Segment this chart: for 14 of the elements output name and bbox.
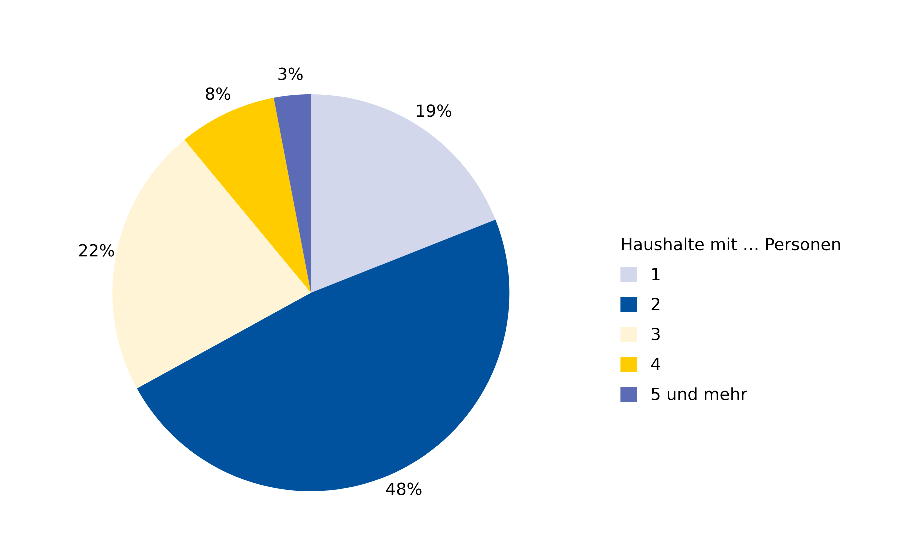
data-label: 22% bbox=[79, 244, 114, 257]
data-label: 19% bbox=[417, 104, 452, 118]
data-label: 48% bbox=[386, 482, 422, 496]
pie-slice bbox=[274, 94, 312, 293]
legend-label: 3 bbox=[652, 328, 660, 341]
legend-label: 4 bbox=[651, 358, 660, 370]
legend-title: Haushalte mit … Personen bbox=[622, 238, 840, 251]
pie-slice bbox=[311, 94, 496, 293]
data-label: 3% bbox=[278, 68, 303, 80]
data-label: 8% bbox=[206, 88, 230, 100]
legend-label: 5 und mehr bbox=[652, 388, 748, 400]
legend-label: 1 bbox=[652, 268, 660, 280]
pie-slice bbox=[112, 140, 312, 389]
legend-label: 2 bbox=[652, 298, 660, 310]
